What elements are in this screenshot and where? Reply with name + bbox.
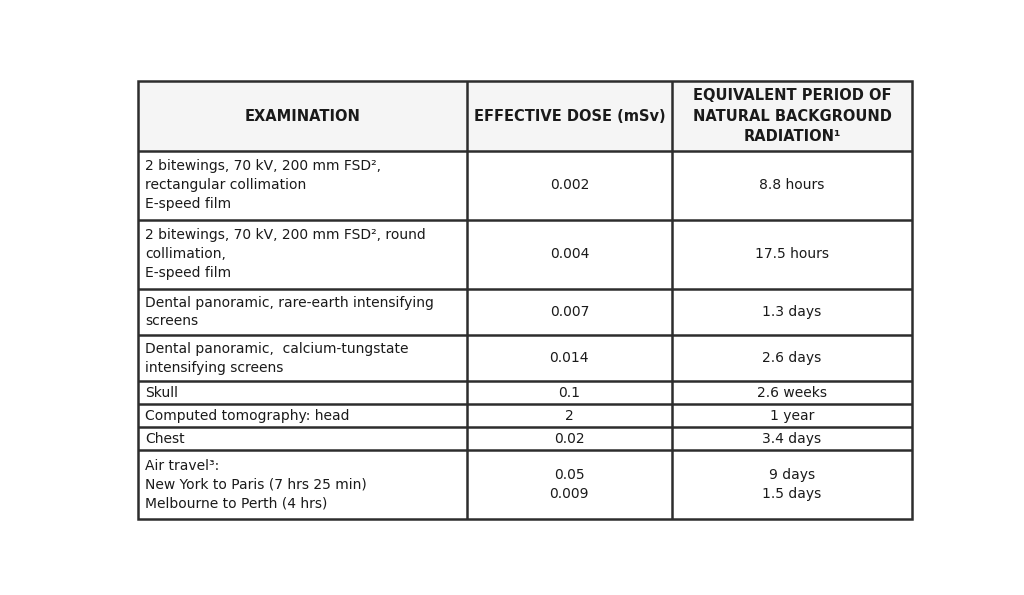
Text: 0.007: 0.007 [550, 305, 589, 319]
Text: 17.5 hours: 17.5 hours [755, 248, 829, 261]
Text: 2 bitewings, 70 kV, 200 mm FSD²,
rectangular collimation
E-speed film: 2 bitewings, 70 kV, 200 mm FSD², rectang… [145, 159, 382, 211]
Text: Dental panoramic, rare-earth intensifying
screens: Dental panoramic, rare-earth intensifyin… [145, 296, 434, 328]
Text: EFFECTIVE DOSE (mSv): EFFECTIVE DOSE (mSv) [473, 108, 666, 124]
Text: 0.002: 0.002 [550, 178, 589, 192]
Text: 8.8 hours: 8.8 hours [760, 178, 824, 192]
Text: Chest: Chest [145, 432, 185, 446]
Text: 3.4 days: 3.4 days [763, 432, 821, 446]
Text: 1.3 days: 1.3 days [763, 305, 821, 319]
Text: EXAMINATION: EXAMINATION [244, 108, 360, 124]
Text: 2 bitewings, 70 kV, 200 mm FSD², round
collimation,
E-speed film: 2 bitewings, 70 kV, 200 mm FSD², round c… [145, 228, 426, 280]
Text: Skull: Skull [145, 386, 178, 400]
Text: 0.02: 0.02 [554, 432, 585, 446]
Text: 0.004: 0.004 [550, 248, 589, 261]
Text: 0.014: 0.014 [550, 351, 589, 365]
Text: Computed tomography: head: Computed tomography: head [145, 409, 350, 422]
Text: 9 days
1.5 days: 9 days 1.5 days [763, 468, 821, 502]
Text: Air travel³:
New York to Paris (7 hrs 25 min)
Melbourne to Perth (4 hrs): Air travel³: New York to Paris (7 hrs 25… [145, 459, 368, 511]
Text: 0.1: 0.1 [558, 386, 581, 400]
Text: Dental panoramic,  calcium-tungstate
intensifying screens: Dental panoramic, calcium-tungstate inte… [145, 342, 409, 375]
Text: 2: 2 [565, 409, 573, 422]
Text: 2.6 days: 2.6 days [763, 351, 821, 365]
Text: 2.6 weeks: 2.6 weeks [757, 386, 827, 400]
Text: 1 year: 1 year [770, 409, 814, 422]
Text: EQUIVALENT PERIOD OF
NATURAL BACKGROUND
RADIATION¹: EQUIVALENT PERIOD OF NATURAL BACKGROUND … [692, 88, 892, 144]
Text: 0.05
0.009: 0.05 0.009 [550, 468, 589, 502]
Bar [137, 82, 912, 151]
